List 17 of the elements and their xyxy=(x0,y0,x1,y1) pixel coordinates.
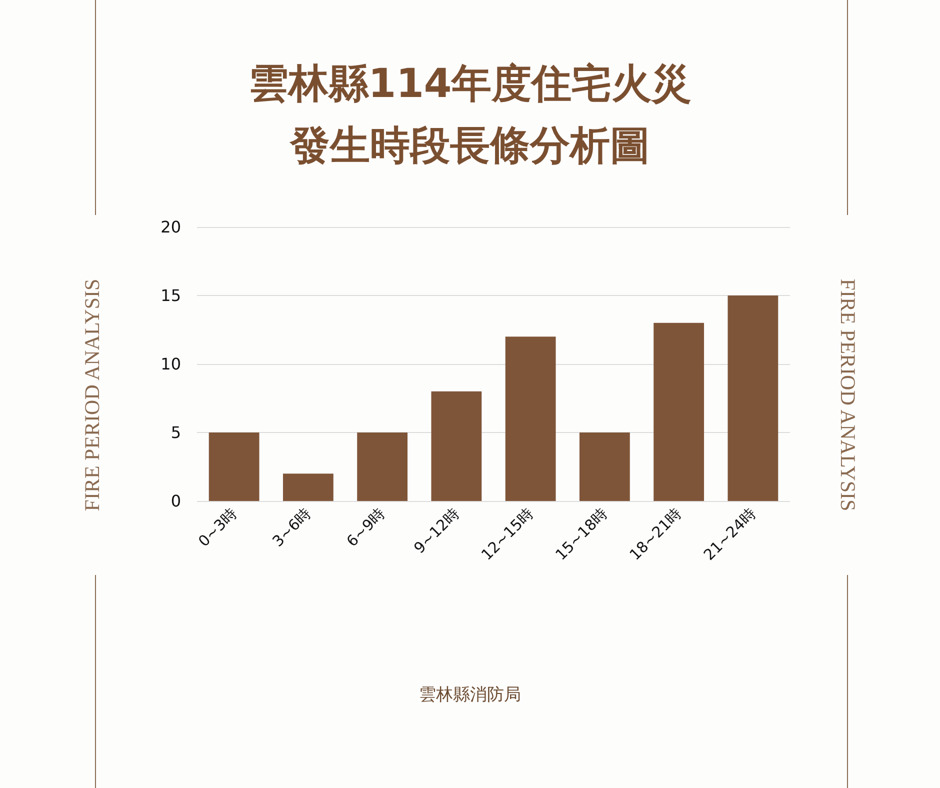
y-tick-label: 0 xyxy=(170,492,181,510)
y-tick-label: 5 xyxy=(170,423,181,442)
bar xyxy=(357,432,408,501)
bar xyxy=(431,391,482,501)
y-tick-label: 15 xyxy=(160,286,181,305)
text: 雲林縣消防局 xyxy=(419,685,521,705)
bar xyxy=(579,432,630,501)
bar xyxy=(654,322,704,501)
text: FIRE PERIOD ANALYSIS xyxy=(80,278,104,512)
y-tick-label: 20 xyxy=(160,218,181,236)
y-tick-label: 10 xyxy=(160,354,181,374)
bar xyxy=(208,432,260,501)
chart-title: 雲林縣114年度住宅火災發生時段長條分析圖 xyxy=(248,61,692,169)
bar xyxy=(282,474,334,501)
bar xyxy=(505,336,556,501)
text: FIRE PERIOD ANALYSIS xyxy=(836,278,860,512)
bar xyxy=(728,296,778,501)
